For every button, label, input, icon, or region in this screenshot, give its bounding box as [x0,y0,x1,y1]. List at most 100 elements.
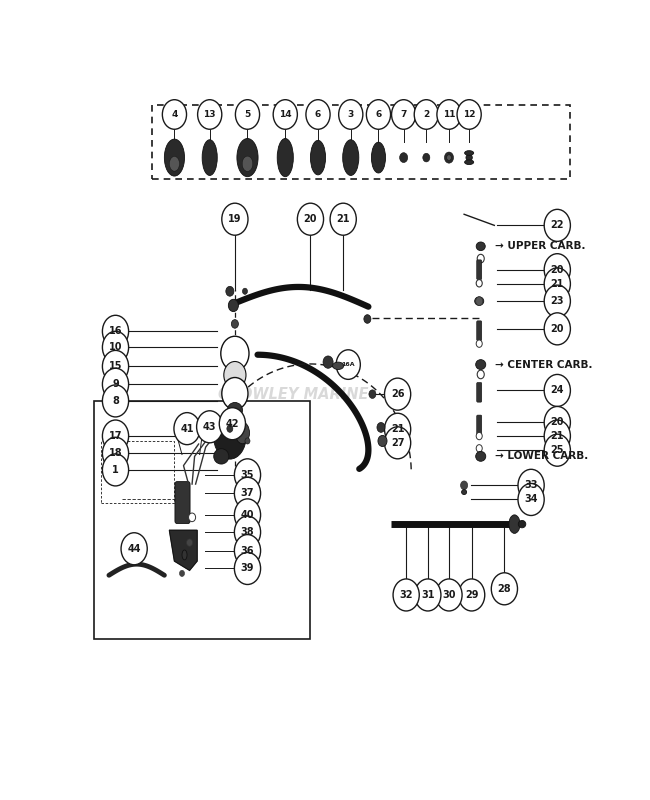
Circle shape [222,203,248,235]
Ellipse shape [518,521,526,528]
FancyBboxPatch shape [175,482,190,523]
Text: 1: 1 [112,465,119,475]
Ellipse shape [476,242,486,250]
Circle shape [226,286,234,296]
Circle shape [235,516,261,548]
Ellipse shape [465,150,474,155]
FancyBboxPatch shape [476,382,482,402]
Ellipse shape [333,362,344,370]
Text: 13: 13 [203,110,216,119]
Text: 20: 20 [551,418,564,427]
Circle shape [477,370,484,378]
Ellipse shape [237,138,258,177]
Ellipse shape [164,139,185,176]
Circle shape [393,579,419,611]
Circle shape [476,445,482,452]
Text: 15: 15 [109,362,122,371]
Text: 8: 8 [112,396,119,406]
Text: 30: 30 [442,590,456,600]
Text: 35: 35 [240,470,254,480]
Text: 21: 21 [337,214,350,224]
FancyBboxPatch shape [476,260,482,279]
Circle shape [458,579,485,611]
Text: 3: 3 [348,110,354,119]
Text: 9: 9 [112,379,119,390]
Circle shape [367,100,391,130]
Text: 16: 16 [109,326,122,336]
Circle shape [544,254,571,286]
FancyBboxPatch shape [476,321,482,341]
Text: 11: 11 [443,110,455,119]
Ellipse shape [182,550,187,560]
Text: 22: 22 [551,220,564,230]
Text: 21: 21 [391,424,404,434]
Circle shape [415,579,441,611]
Circle shape [414,100,438,130]
Circle shape [544,285,571,317]
Circle shape [339,100,363,130]
Text: → LOWER CARB.: → LOWER CARB. [495,451,589,462]
Text: 6: 6 [315,110,321,119]
Circle shape [476,279,482,287]
Bar [101,441,174,502]
Circle shape [369,390,376,398]
Circle shape [544,313,571,345]
Circle shape [544,210,571,242]
Text: 5: 5 [244,110,251,119]
Circle shape [221,336,249,370]
Circle shape [385,378,411,410]
Circle shape [385,426,411,459]
Text: 38: 38 [240,527,254,537]
Text: 34: 34 [525,494,538,505]
Circle shape [224,362,246,389]
Circle shape [179,570,185,577]
Text: 39: 39 [240,563,254,574]
Ellipse shape [371,142,385,173]
Circle shape [235,499,261,531]
Circle shape [103,315,129,347]
Ellipse shape [227,402,242,418]
Ellipse shape [476,451,486,462]
Text: 4: 4 [171,110,177,119]
Text: 44: 44 [127,544,141,554]
Ellipse shape [509,515,520,534]
Ellipse shape [474,297,484,306]
Text: → UPPER CARB.: → UPPER CARB. [495,242,586,251]
Text: 20: 20 [551,324,564,334]
Text: 27: 27 [391,438,404,448]
Text: 12: 12 [463,110,475,119]
Circle shape [235,553,261,585]
Text: 19: 19 [228,214,242,224]
Ellipse shape [242,156,253,171]
Circle shape [445,152,454,163]
Circle shape [491,573,517,605]
Circle shape [544,268,571,300]
Text: 25: 25 [551,445,564,455]
Circle shape [306,100,330,130]
Circle shape [242,288,248,294]
Ellipse shape [465,160,474,165]
Circle shape [162,100,187,130]
Circle shape [336,350,360,379]
Circle shape [273,100,297,130]
FancyBboxPatch shape [476,415,482,435]
Circle shape [103,350,129,382]
Circle shape [219,408,246,440]
Circle shape [103,438,129,470]
Circle shape [544,374,571,406]
Circle shape [235,100,259,130]
Circle shape [476,297,483,306]
Text: 16A: 16A [341,362,355,367]
Text: 29: 29 [465,590,478,600]
Circle shape [476,432,482,440]
Circle shape [103,454,129,486]
Circle shape [518,483,544,515]
Circle shape [400,153,408,162]
Text: 14: 14 [279,110,292,119]
Circle shape [235,478,261,510]
Ellipse shape [213,413,246,459]
Circle shape [436,579,462,611]
Text: 37: 37 [240,488,254,498]
Circle shape [103,420,129,452]
Circle shape [245,438,250,444]
